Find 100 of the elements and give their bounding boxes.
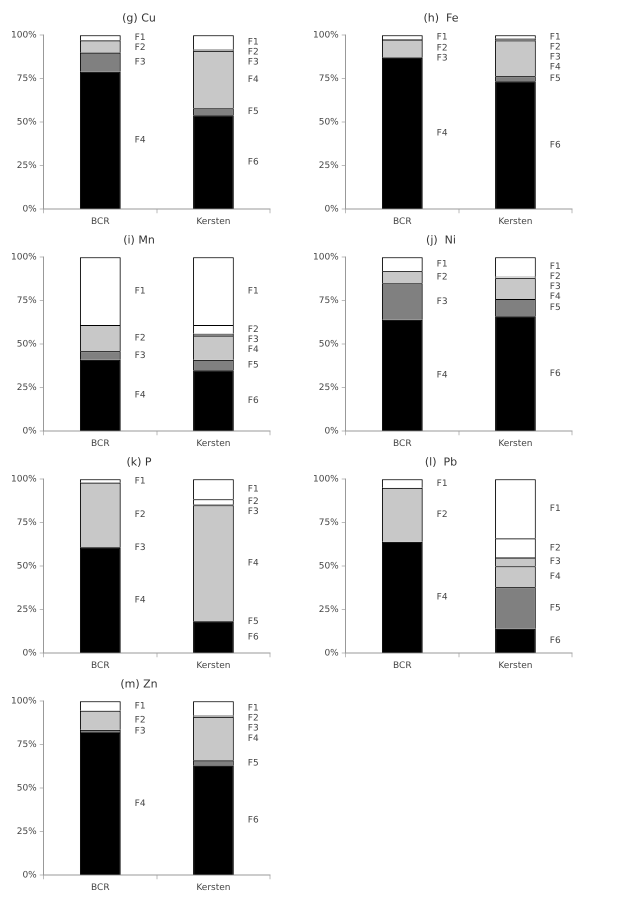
text: F4 — [550, 62, 561, 72]
x-tick-label: BCR — [91, 660, 110, 671]
series-label: F1 — [436, 32, 448, 43]
text: F3 — [248, 507, 259, 518]
y-tick-label: 75% — [16, 740, 38, 750]
y-tick-label: 0% — [324, 204, 340, 215]
x-tick-label: BCR — [91, 882, 110, 893]
text: F3 — [248, 334, 259, 345]
series-label: F6 — [248, 815, 259, 826]
series-label: F4 — [436, 592, 448, 603]
series-label: F6 — [550, 636, 561, 646]
y-tick-label: 75% — [16, 518, 38, 528]
y-tick-label: 0% — [324, 648, 340, 659]
x-tick-label: Kersten — [196, 216, 231, 227]
text: F2 — [550, 272, 561, 282]
text: F2 — [248, 324, 259, 335]
x-tick-label: Kersten — [498, 216, 533, 227]
y-tick-label: 100% — [312, 252, 340, 263]
text: F3 — [550, 52, 561, 62]
x-tick-label: Kersten — [498, 660, 533, 671]
text: F2 — [550, 42, 561, 52]
y-tick-label: 50% — [16, 562, 38, 572]
y-tick-label: 100% — [10, 252, 38, 263]
text: F1 — [550, 262, 561, 272]
y-tick-label: 25% — [318, 161, 340, 172]
series-label: F1 — [134, 33, 146, 44]
y-tick-label: 0% — [324, 426, 340, 437]
series-label: F2 — [436, 44, 448, 54]
series-label: F4 — [134, 390, 146, 401]
y-tick-label: 0% — [22, 648, 38, 659]
series-label: F5 — [248, 758, 259, 768]
y-tick-label: 75% — [318, 296, 340, 306]
y-tick-label: 75% — [16, 296, 38, 306]
y-tick-label: 25% — [318, 383, 340, 394]
y-tick-label: 50% — [318, 340, 340, 350]
text: F1 — [248, 484, 259, 495]
y-tick-label: 75% — [16, 74, 38, 84]
x-tick-label: BCR — [393, 660, 412, 671]
chart-title: (i) Mn — [123, 233, 155, 246]
series-label: F4 — [134, 136, 146, 146]
text: F4 — [550, 292, 561, 302]
text: F1 — [550, 504, 561, 514]
series-label: F5 — [248, 360, 259, 370]
text: F4 — [248, 74, 259, 85]
chart-title: (j) Ni — [426, 233, 456, 246]
x-tick-label: BCR — [91, 438, 110, 449]
series-label: F4 — [436, 128, 448, 139]
series-label: F3 — [436, 296, 448, 307]
y-tick-label: 50% — [318, 562, 340, 572]
y-tick-label: 25% — [16, 827, 38, 838]
y-tick-label: 100% — [312, 30, 340, 41]
series-label: F4 — [436, 370, 448, 381]
text: F2 — [248, 714, 259, 724]
text: F4 — [550, 572, 561, 582]
text: F1 — [550, 32, 561, 42]
series-label: F5 — [248, 107, 259, 118]
series-label: F4 — [134, 798, 146, 809]
text: F2 — [248, 497, 259, 508]
y-tick-label: 100% — [312, 474, 340, 485]
series-label: F3 — [134, 726, 146, 737]
series-label: F5 — [550, 603, 561, 614]
y-tick-label: 50% — [318, 118, 340, 128]
x-tick-label: BCR — [393, 438, 412, 449]
y-tick-label: 50% — [16, 340, 38, 350]
series-label: F3 — [550, 557, 561, 568]
text: F4 — [248, 558, 259, 568]
chart-title: (l) Pb — [424, 455, 458, 468]
x-tick-label: BCR — [91, 216, 110, 227]
y-tick-label: 50% — [16, 118, 38, 128]
text: F3 — [248, 58, 259, 68]
series-label: F2 — [134, 43, 146, 54]
y-tick-label: 0% — [22, 870, 38, 881]
y-tick-label: 100% — [10, 30, 38, 41]
chart-title: (m) Zn — [120, 677, 158, 690]
y-tick-label: 0% — [22, 204, 38, 215]
y-tick-label: 0% — [22, 426, 38, 437]
chart-title: (k) P — [126, 455, 152, 468]
text: F1 — [248, 704, 259, 714]
series-label: F3 — [436, 54, 448, 64]
y-tick-label: 100% — [10, 696, 38, 707]
series-label: F2 — [436, 510, 448, 520]
y-tick-label: 75% — [318, 74, 340, 84]
series-label: F5 — [550, 303, 561, 314]
series-label: F1 — [134, 701, 146, 712]
x-tick-label: Kersten — [196, 438, 231, 449]
x-tick-label: Kersten — [498, 438, 533, 449]
y-tick-label: 75% — [318, 518, 340, 528]
x-tick-label: BCR — [393, 216, 412, 227]
y-tick-label: 25% — [16, 161, 38, 172]
series-label: F1 — [436, 260, 448, 270]
series-label: F4 — [134, 596, 146, 606]
series-label: F2 — [134, 716, 146, 726]
text: F2 — [550, 543, 561, 554]
series-label: F6 — [550, 368, 561, 379]
series-label: F1 — [134, 286, 146, 296]
series-label: F5 — [550, 74, 561, 84]
chart-title: (h) Fe — [423, 11, 459, 24]
series-label: F6 — [248, 396, 259, 406]
text: F3 — [550, 282, 561, 292]
text: F3 — [248, 724, 259, 734]
